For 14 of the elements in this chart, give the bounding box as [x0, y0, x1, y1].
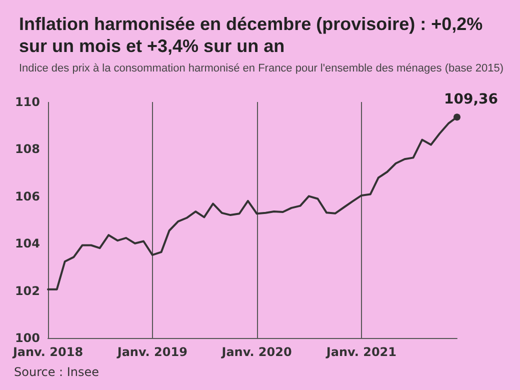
y-tick-label: 102 — [14, 284, 40, 298]
data-label: 109,36 — [444, 92, 498, 108]
x-tick-label: Janv. 2018 — [12, 345, 84, 359]
source-note: Source : Insee — [14, 365, 100, 379]
y-tick-label: 110 — [14, 95, 40, 109]
x-tick-label: Janv. 2021 — [325, 345, 397, 359]
chart-subtitle: Indice des prix à la consommation harmonisé en France pour l'ensemble des ménages (base 2015) — [19, 62, 504, 74]
chart-title: Inflation harmonisée en décembre (provisoire) : +0,2% sur un mois et +3,4% sur un an — [19, 14, 483, 56]
y-tick-label: 100 — [14, 331, 40, 345]
y-tick-label: 108 — [14, 142, 40, 156]
x-tick-label: Janv. 2019 — [116, 345, 188, 359]
y-tick-label: 104 — [14, 236, 40, 251]
x-tick-label: Janv. 2020 — [220, 345, 292, 359]
y-tick-label: 106 — [14, 189, 40, 204]
